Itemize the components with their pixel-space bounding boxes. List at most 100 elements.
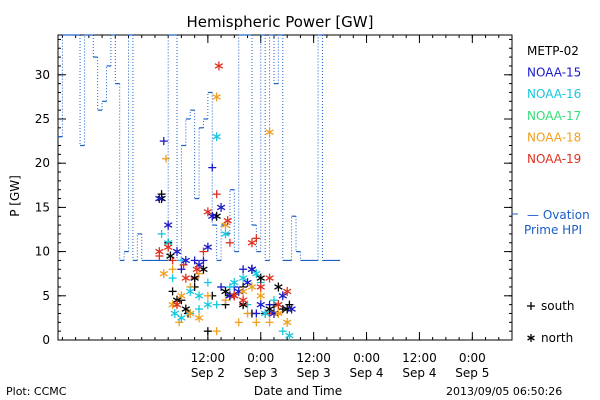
south-point (225, 282, 234, 291)
north-point (166, 251, 175, 261)
north-point-arm (212, 133, 221, 140)
north-point (192, 264, 202, 274)
north-point-arm (194, 315, 204, 321)
north-point-arm (186, 288, 195, 295)
north-point (238, 295, 248, 305)
y-tick-label: 20 (35, 156, 50, 170)
north-point-arm (274, 310, 283, 317)
south-point (278, 327, 287, 336)
south-point (203, 278, 212, 287)
y-tick-label: 5 (42, 289, 50, 303)
north-point-arm (256, 275, 265, 281)
north-point (163, 242, 173, 252)
north-point (238, 273, 248, 283)
x-axis-label: Date and Time (254, 384, 342, 398)
north-point (274, 300, 283, 310)
north-point-arm (208, 213, 217, 220)
north-point-arm (285, 332, 294, 339)
north-point (256, 300, 265, 310)
south-point (168, 287, 177, 296)
south-point (278, 305, 287, 314)
y-tick-label: 15 (35, 200, 50, 214)
north-point-arm (163, 222, 173, 228)
north-point (177, 291, 186, 301)
north-point (265, 127, 274, 137)
marker-legend-north: north (541, 331, 573, 345)
north-point (172, 300, 182, 310)
north-point-arm (282, 319, 292, 326)
north-point-arm (186, 310, 195, 317)
north-point-arm (287, 306, 296, 312)
north-point-arm (238, 288, 248, 295)
north-point (159, 269, 169, 279)
south-point (239, 265, 248, 274)
north-point (265, 273, 274, 283)
north-point (256, 291, 265, 301)
north-point (243, 278, 252, 288)
x-tick-label: 12:00 (402, 351, 437, 365)
north-point (230, 291, 239, 301)
legend-entry-noaa-15: NOAA-15 (527, 66, 581, 80)
south-point (190, 256, 199, 265)
north-point-arm (256, 284, 265, 290)
north-point (282, 286, 292, 296)
legend-entry-noaa-17: NOAA-17 (527, 109, 581, 123)
satellite-points (155, 61, 296, 341)
north-point-arm (203, 244, 213, 250)
south-point (168, 265, 177, 274)
y-tick-label: 25 (35, 112, 50, 126)
legend-entry-noaa-16: NOAA-16 (527, 87, 581, 101)
north-point (186, 308, 195, 318)
north-point (177, 313, 186, 323)
north-point (194, 313, 204, 323)
north-point-arm (260, 310, 270, 317)
north-point (260, 308, 270, 318)
north-point-arm (221, 222, 230, 228)
x-tick-label: Sep 3 (297, 366, 331, 380)
north-point-arm (177, 292, 186, 299)
north-point-arm (223, 217, 232, 224)
north-point (221, 229, 230, 239)
north-point (212, 132, 221, 142)
x-tick-label: Sep 4 (350, 366, 384, 380)
legend-entry-noaa-18: NOAA-18 (527, 130, 581, 144)
north-point-arm (159, 270, 169, 277)
south-point (265, 318, 274, 327)
y-tick-label: 10 (35, 245, 50, 259)
north-point (208, 211, 217, 221)
south-point (234, 318, 243, 327)
x-tick-label: 0:00 (353, 351, 380, 365)
north-point (285, 331, 294, 341)
north-point-arm (278, 292, 288, 299)
north-point-arm (230, 279, 239, 286)
north-point-arm (172, 248, 182, 255)
north-point (287, 304, 296, 314)
legend-entry-noaa-19: NOAA-19 (527, 152, 581, 166)
south-point (208, 163, 217, 172)
south-point (161, 154, 170, 163)
north-point (230, 278, 239, 288)
south-point (203, 327, 212, 336)
north-point-arm (155, 248, 164, 255)
x-tick-label: 12:00 (296, 351, 331, 365)
north-point-arm (230, 292, 239, 299)
south-point (177, 265, 186, 274)
north-point-arm (265, 306, 274, 312)
north-point-arm (214, 63, 224, 69)
north-point (172, 247, 182, 257)
ovation-legend-label: Prime HPI (524, 223, 582, 237)
north-point (181, 304, 191, 314)
north-point (170, 308, 180, 318)
plot-border (57, 34, 513, 341)
north-point-arm (163, 244, 173, 250)
north-point (216, 202, 226, 212)
chart-title: Hemispheric Power [GW] (187, 13, 374, 31)
north-point (155, 194, 164, 204)
north-point (223, 216, 232, 226)
x-tick-label: Sep 5 (455, 366, 489, 380)
x-tick-label: Sep 3 (244, 366, 278, 380)
north-point (214, 61, 224, 71)
north-point (274, 282, 283, 292)
